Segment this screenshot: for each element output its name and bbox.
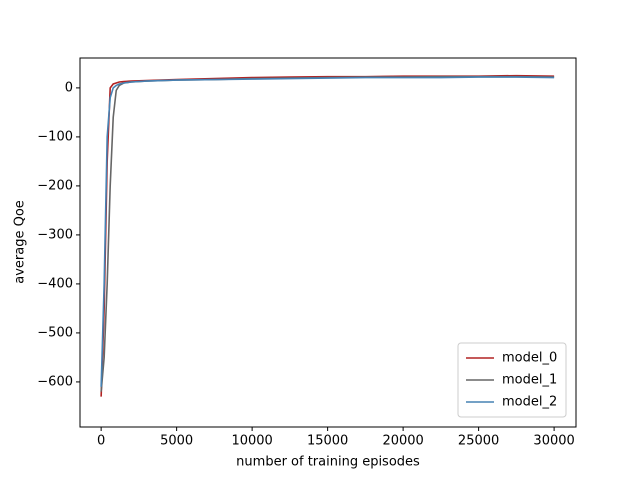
x-axis-label: number of training episodes — [236, 455, 420, 470]
legend-label: model_0 — [502, 351, 557, 366]
x-tick-label: 15000 — [307, 434, 348, 449]
y-tick-label: −400 — [37, 276, 73, 291]
x-tick-label: 20000 — [382, 434, 423, 449]
y-tick-label: −200 — [37, 178, 73, 193]
y-tick-label: −500 — [37, 325, 73, 340]
y-tick-label: 0 — [65, 80, 73, 95]
y-tick-label: −600 — [37, 374, 73, 389]
y-tick-label: −100 — [37, 129, 73, 144]
x-tick-label: 5000 — [160, 434, 193, 449]
x-tick-label: 0 — [97, 434, 105, 449]
x-tick-label: 25000 — [458, 434, 499, 449]
x-tick-label: 10000 — [231, 434, 272, 449]
legend-label: model_2 — [502, 395, 557, 410]
legend-box — [457, 342, 567, 418]
y-tick-label: −300 — [37, 227, 73, 242]
x-tick-label: 30000 — [533, 434, 574, 449]
series-line — [100, 76, 555, 387]
y-axis-label: average Qoe — [13, 200, 28, 284]
legend-label: model_1 — [502, 373, 557, 388]
